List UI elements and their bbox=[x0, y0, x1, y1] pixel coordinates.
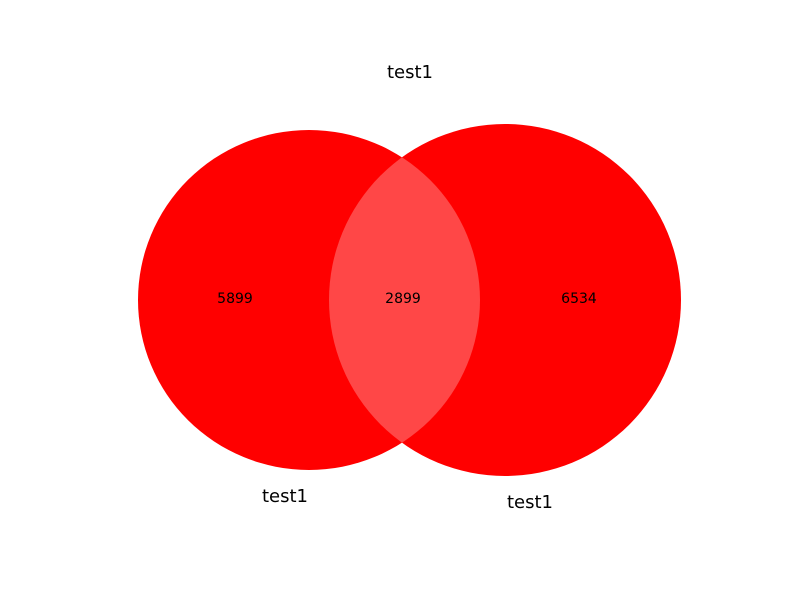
venn-intersection bbox=[329, 130, 480, 470]
left-only-count: 5899 bbox=[217, 291, 253, 307]
left-set-label: test1 bbox=[262, 486, 308, 507]
diagram-title: test1 bbox=[387, 62, 433, 83]
intersection-count: 2899 bbox=[385, 291, 421, 307]
right-set-label: test1 bbox=[507, 492, 553, 513]
right-only-count: 6534 bbox=[561, 291, 597, 307]
